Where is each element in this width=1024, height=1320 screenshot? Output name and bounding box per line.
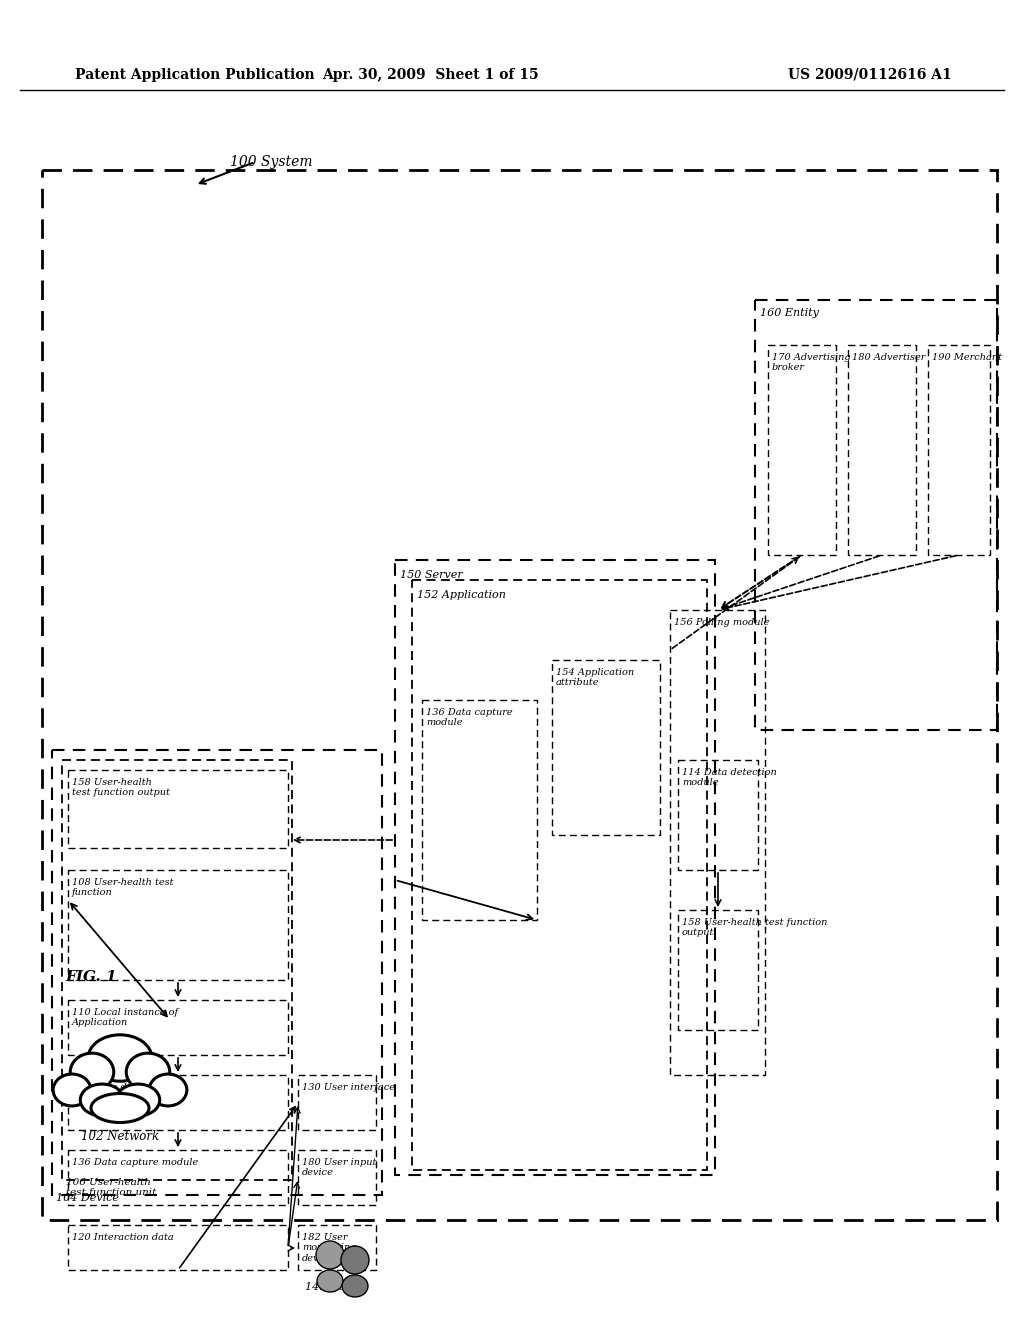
Text: Apr. 30, 2009  Sheet 1 of 15: Apr. 30, 2009 Sheet 1 of 15 [322, 69, 539, 82]
Bar [62, 760, 292, 1180]
Ellipse shape [342, 1275, 368, 1298]
Text: 180 User input
device: 180 User input device [302, 1158, 377, 1177]
Text: 120 Interaction data: 120 Interaction data [72, 1233, 174, 1242]
Ellipse shape [126, 1053, 170, 1090]
Text: 130 User interface: 130 User interface [302, 1082, 395, 1092]
Text: 106 User-health
test function unit: 106 User-health test function unit [66, 1177, 157, 1197]
Text: US 2009/0112616 A1: US 2009/0112616 A1 [788, 69, 952, 82]
Text: 170 Advertising
broker: 170 Advertising broker [772, 352, 851, 372]
Text: 114 Data detection
module: 114 Data detection module [682, 768, 777, 788]
Text: Patent Application Publication: Patent Application Publication [75, 69, 314, 82]
Bar [678, 760, 758, 870]
Text: 156 Polling module: 156 Polling module [674, 618, 769, 627]
Ellipse shape [53, 1074, 91, 1106]
Bar [68, 870, 288, 979]
Bar [395, 560, 715, 1175]
Bar [68, 1225, 288, 1270]
Bar [552, 660, 660, 836]
Ellipse shape [71, 1053, 114, 1090]
Bar [422, 700, 537, 920]
Bar [848, 345, 916, 554]
Text: 160 Entity: 160 Entity [760, 308, 819, 318]
Text: 136 Data capture
module: 136 Data capture module [426, 708, 513, 727]
Ellipse shape [88, 1035, 152, 1081]
Text: 110 Local instance of
Application: 110 Local instance of Application [72, 1008, 178, 1027]
Ellipse shape [317, 1270, 343, 1292]
Ellipse shape [150, 1074, 186, 1106]
Bar [298, 1074, 376, 1130]
Text: 152 Application: 152 Application [417, 590, 506, 601]
Text: 150 Server: 150 Server [400, 570, 463, 579]
Text: 180 Advertiser: 180 Advertiser [852, 352, 926, 362]
Ellipse shape [91, 1093, 150, 1122]
Text: 158 User-health
test function output: 158 User-health test function output [72, 777, 170, 797]
Bar [68, 770, 288, 847]
Bar [298, 1225, 376, 1270]
Text: 108 User-health test
function: 108 User-health test function [72, 878, 173, 898]
Bar [42, 170, 997, 1220]
Text: 158 User-health test function
output: 158 User-health test function output [682, 917, 827, 937]
Bar [68, 1074, 288, 1130]
Bar [68, 1150, 288, 1205]
Bar [298, 1150, 376, 1205]
Circle shape [341, 1246, 369, 1274]
Text: 100 System: 100 System [230, 154, 312, 169]
Bar [928, 345, 990, 554]
Ellipse shape [117, 1084, 160, 1115]
Bar [768, 345, 836, 554]
Bar [68, 1001, 288, 1055]
Text: 154 Application
attribute: 154 Application attribute [556, 668, 634, 688]
Bar [412, 579, 707, 1170]
Text: 136 Data capture module: 136 Data capture module [72, 1158, 199, 1167]
Bar [52, 750, 382, 1195]
Bar [678, 909, 758, 1030]
Circle shape [316, 1241, 344, 1269]
Text: 190 Merchant: 190 Merchant [932, 352, 1002, 362]
Ellipse shape [80, 1084, 124, 1115]
Text: 114 Data detection
module: 114 Data detection module [72, 1082, 167, 1102]
Bar [670, 610, 765, 1074]
Bar [755, 300, 997, 730]
Text: 140 User: 140 User [305, 1282, 357, 1292]
Text: 102 Network: 102 Network [81, 1130, 159, 1143]
Text: 104 Device: 104 Device [56, 1193, 119, 1203]
Text: FIG. 1: FIG. 1 [65, 970, 117, 983]
Text: 182 User
monitoring
device: 182 User monitoring device [302, 1233, 356, 1263]
